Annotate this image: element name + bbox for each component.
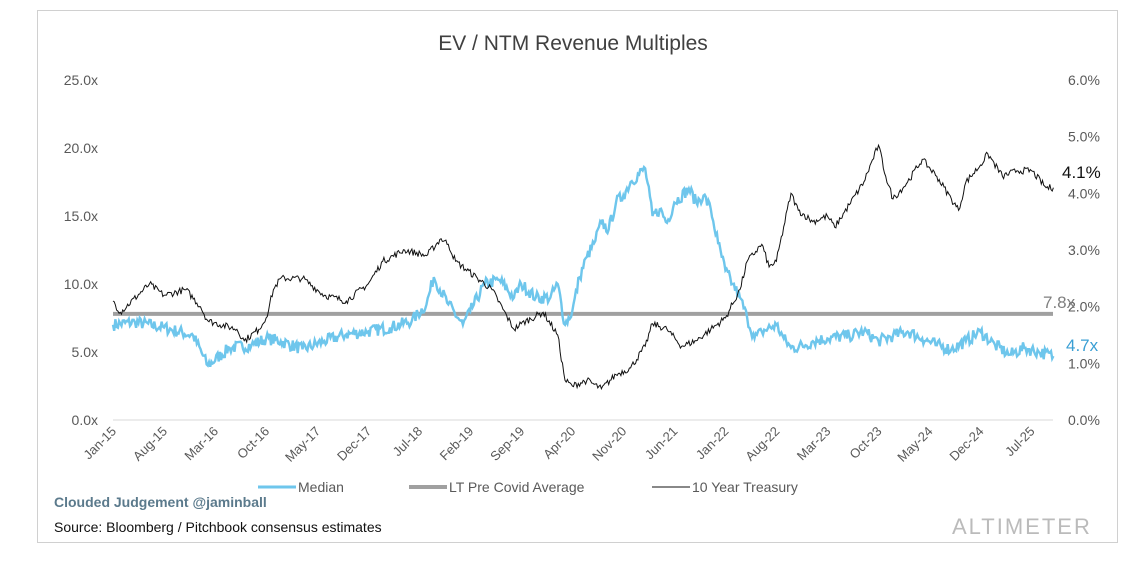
x-tick-label: Dec-24 (946, 424, 986, 464)
source-text: Source: Bloomberg / Pitchbook consensus … (54, 519, 382, 535)
y-right-tick-label: 1.0% (1068, 355, 1100, 371)
x-tick-label: Aug-22 (742, 424, 782, 464)
x-tick-label: Mar-16 (181, 424, 221, 464)
legend-lt-average-label: LT Pre Covid Average (449, 479, 585, 495)
x-tick-label: Jul-25 (1002, 424, 1038, 460)
x-tick-label: Oct-23 (846, 424, 884, 462)
x-tick-label: Mar-23 (794, 424, 834, 464)
y-left-tick-label: 5.0x (72, 344, 98, 360)
y-right-tick-label: 6.0% (1068, 72, 1100, 88)
x-tick-label: Sep-19 (487, 424, 527, 464)
x-tick-label: Oct-16 (234, 424, 272, 462)
treasury-line (112, 143, 1054, 391)
x-tick-label: Jul-18 (390, 424, 426, 460)
y-right-tick-label: 4.0% (1068, 185, 1100, 201)
y-left-tick-label: 20.0x (64, 140, 98, 156)
chart-title: EV / NTM Revenue Multiples (438, 32, 708, 55)
x-tick-label: Apr-20 (540, 424, 578, 462)
x-tick-label: Nov-20 (589, 424, 629, 464)
altimeter-watermark: ALTIMETER (952, 514, 1092, 539)
x-tick-label: May-17 (282, 424, 323, 465)
median-end-label: 4.7x (1066, 336, 1099, 355)
y-right-tick-label: 0.0% (1068, 412, 1100, 428)
x-tick-label: Aug-15 (130, 424, 170, 464)
y-right-tick-label: 2.0% (1068, 299, 1100, 315)
y-left-tick-label: 0.0x (72, 412, 98, 428)
legend-median-label: Median (298, 479, 344, 495)
average-end-label: 7.8x (1043, 293, 1076, 312)
treasury-end-label: 4.1% (1062, 163, 1101, 182)
chart-frame (37, 10, 1118, 543)
y-right-tick-label: 3.0% (1068, 242, 1100, 258)
x-tick-label: Jun-21 (642, 424, 681, 463)
x-tick-label: Jan-22 (693, 424, 732, 463)
y-left-tick-label: 15.0x (64, 208, 98, 224)
x-tick-label: Feb-19 (437, 424, 477, 464)
x-tick-label: Jan-15 (80, 424, 119, 463)
credit-text: Clouded Judgement @jaminball (54, 494, 267, 510)
y-left-tick-label: 25.0x (64, 72, 98, 88)
y-left-tick-label: 10.0x (64, 276, 98, 292)
legend-treasury-label: 10 Year Treasury (692, 479, 798, 495)
y-right-tick-label: 5.0% (1068, 129, 1100, 145)
x-tick-label: Dec-17 (334, 424, 374, 464)
median-line (111, 164, 1055, 368)
x-tick-label: May-24 (894, 424, 935, 465)
